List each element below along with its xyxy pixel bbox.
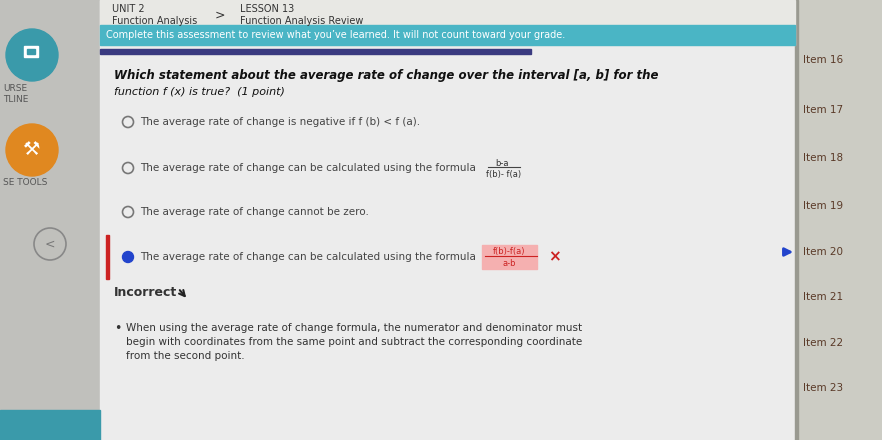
Text: TLINE: TLINE <box>3 95 28 103</box>
Text: Item 19: Item 19 <box>803 201 843 211</box>
Text: Function Analysis Review: Function Analysis Review <box>240 16 363 26</box>
Bar <box>795 0 797 440</box>
Bar <box>18 44 46 62</box>
Bar <box>100 25 795 45</box>
Text: LESSON 13: LESSON 13 <box>240 4 295 14</box>
Bar <box>27 49 35 54</box>
Text: b-a: b-a <box>496 158 509 168</box>
Text: Item 21: Item 21 <box>803 292 843 302</box>
Text: When using the average rate of change formula, the numerator and denominator mus: When using the average rate of change fo… <box>126 323 582 333</box>
Text: f(b)- f(a): f(b)- f(a) <box>487 169 521 179</box>
Bar <box>0 0 100 440</box>
Text: function f (x) is true?  (1 point): function f (x) is true? (1 point) <box>114 87 285 97</box>
Text: <: < <box>45 238 56 250</box>
Text: a-b: a-b <box>502 259 516 268</box>
Text: The average rate of change is negative if f (b) < f (a).: The average rate of change is negative i… <box>140 117 420 127</box>
Text: The average rate of change can be calculated using the formula: The average rate of change can be calcul… <box>140 252 476 262</box>
Bar <box>795 0 882 440</box>
Text: The average rate of change cannot be zero.: The average rate of change cannot be zer… <box>140 207 369 217</box>
Text: Complete this assessment to review what you’ve learned. It will not count toward: Complete this assessment to review what … <box>106 30 565 40</box>
Text: ⚒: ⚒ <box>23 140 41 160</box>
Text: Item 16: Item 16 <box>803 55 843 65</box>
Text: f(b)-f(a): f(b)-f(a) <box>493 247 526 256</box>
Bar <box>100 0 795 440</box>
Text: Item 20: Item 20 <box>803 247 843 257</box>
Text: Item 22: Item 22 <box>803 338 843 348</box>
Bar <box>100 49 531 54</box>
Bar <box>100 0 795 45</box>
Text: Item 17: Item 17 <box>803 105 843 115</box>
Bar <box>24 46 38 57</box>
Circle shape <box>123 252 133 263</box>
Text: Incorrect: Incorrect <box>114 286 177 298</box>
Text: from the second point.: from the second point. <box>126 351 244 361</box>
Text: SE TOOLS: SE TOOLS <box>3 177 48 187</box>
Text: UNIT 2: UNIT 2 <box>112 4 145 14</box>
Text: The average rate of change can be calculated using the formula: The average rate of change can be calcul… <box>140 163 476 173</box>
Circle shape <box>6 29 58 81</box>
Text: ×: × <box>548 249 561 264</box>
Circle shape <box>6 124 58 176</box>
Text: Function Analysis: Function Analysis <box>112 16 198 26</box>
Text: >: > <box>215 8 226 22</box>
Text: •: • <box>114 322 122 334</box>
Text: URSE: URSE <box>3 84 27 92</box>
Bar <box>0 410 100 440</box>
Text: Which statement about the average rate of change over the interval [a, b] for th: Which statement about the average rate o… <box>114 69 659 81</box>
Text: Item 23: Item 23 <box>803 383 843 393</box>
Text: begin with coordinates from the same point and subtract the corresponding coordi: begin with coordinates from the same poi… <box>126 337 582 347</box>
Bar <box>482 245 537 269</box>
Text: Item 18: Item 18 <box>803 153 843 163</box>
Bar <box>106 235 109 279</box>
